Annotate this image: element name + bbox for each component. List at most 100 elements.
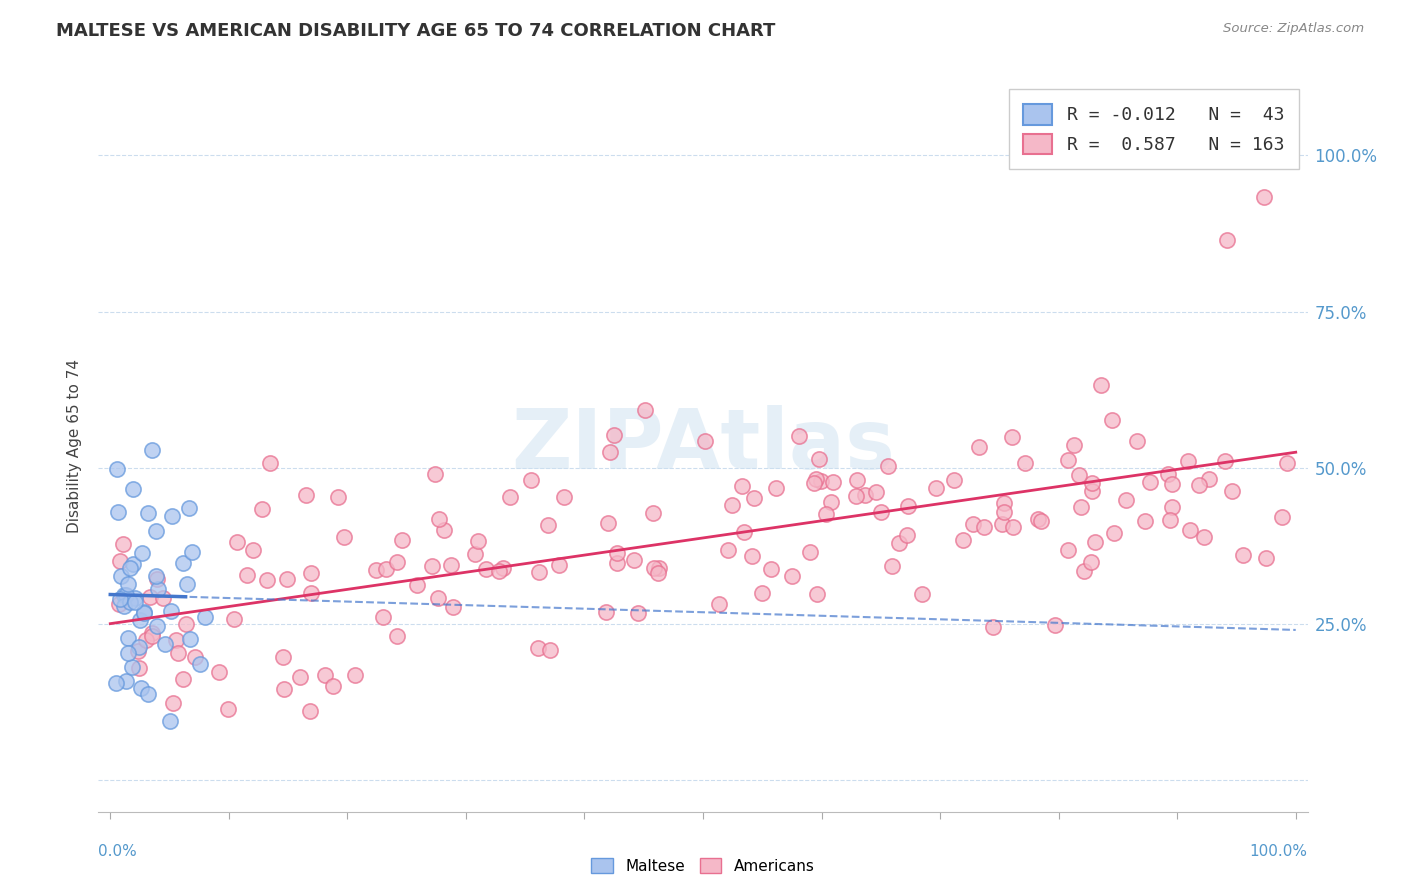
- Point: [1271, 509, 1294, 524]
- Point: [111, 537, 134, 551]
- Point: [1057, 452, 1080, 467]
- Point: [492, 561, 515, 575]
- Point: [1216, 233, 1239, 247]
- Point: [467, 534, 489, 549]
- Point: [1232, 548, 1254, 562]
- Point: [433, 524, 456, 538]
- Point: [1256, 551, 1278, 566]
- Point: [124, 591, 146, 606]
- Point: [298, 704, 321, 718]
- Point: [146, 582, 169, 596]
- Point: [1220, 483, 1243, 498]
- Point: [870, 505, 893, 519]
- Point: [124, 594, 146, 608]
- Point: [626, 607, 648, 621]
- Point: [606, 556, 628, 570]
- Point: [112, 588, 135, 602]
- Point: [1081, 475, 1104, 490]
- Point: [1063, 438, 1085, 452]
- Point: [993, 496, 1015, 510]
- Point: [136, 687, 159, 701]
- Point: [1253, 190, 1275, 204]
- Point: [1014, 456, 1036, 470]
- Point: [256, 574, 278, 588]
- Point: [343, 667, 366, 681]
- Point: [385, 629, 408, 643]
- Point: [527, 641, 550, 656]
- Point: [1001, 430, 1024, 444]
- Point: [623, 552, 645, 566]
- Point: [799, 545, 821, 559]
- Point: [877, 458, 900, 473]
- Point: [1115, 493, 1137, 508]
- Point: [179, 632, 201, 646]
- Point: [110, 592, 132, 607]
- Point: [322, 679, 344, 693]
- Point: [134, 606, 156, 620]
- Point: [160, 509, 183, 524]
- Point: [865, 484, 887, 499]
- Point: [814, 507, 837, 521]
- Legend: Maltese, Americans: Maltese, Americans: [585, 852, 821, 880]
- Point: [138, 507, 160, 521]
- Point: [853, 488, 876, 502]
- Point: [707, 597, 730, 611]
- Point: [139, 590, 162, 604]
- Point: [135, 633, 157, 648]
- Point: [141, 629, 163, 643]
- Point: [426, 591, 449, 605]
- Point: [1139, 475, 1161, 489]
- Point: [475, 562, 498, 576]
- Point: [759, 562, 782, 576]
- Point: [405, 578, 427, 592]
- Point: [276, 573, 298, 587]
- Point: [184, 649, 207, 664]
- Point: [1031, 514, 1053, 528]
- Point: [259, 456, 281, 470]
- Point: [717, 543, 740, 558]
- Point: [107, 598, 129, 612]
- Point: [1001, 520, 1024, 534]
- Point: [1126, 434, 1149, 448]
- Point: [128, 660, 150, 674]
- Point: [464, 547, 486, 561]
- Point: [880, 558, 903, 573]
- Point: [194, 610, 217, 624]
- Point: [299, 586, 322, 600]
- Point: [896, 499, 918, 513]
- Point: [120, 561, 142, 575]
- Point: [1157, 467, 1180, 482]
- Point: [314, 668, 336, 682]
- Point: [943, 473, 966, 487]
- Point: [641, 507, 664, 521]
- Point: [420, 558, 443, 573]
- Point: [742, 491, 765, 505]
- Point: [172, 673, 194, 687]
- Point: [299, 566, 322, 581]
- Point: [167, 646, 190, 660]
- Point: [780, 569, 803, 583]
- Point: [110, 569, 132, 583]
- Point: [290, 670, 312, 684]
- Point: [172, 556, 194, 570]
- Point: [1188, 477, 1211, 491]
- Point: [820, 494, 842, 508]
- Point: [141, 442, 163, 457]
- Point: [115, 588, 138, 602]
- Point: [808, 451, 831, 466]
- Point: [121, 482, 143, 496]
- Point: [440, 558, 463, 573]
- Point: [162, 696, 184, 710]
- Point: [146, 572, 169, 586]
- Point: [1178, 523, 1201, 537]
- Point: [112, 599, 135, 613]
- Point: [165, 633, 187, 648]
- Point: [108, 554, 131, 568]
- Point: [1267, 146, 1289, 161]
- Text: ZIPAtlas: ZIPAtlas: [510, 406, 896, 486]
- Point: [132, 605, 155, 619]
- Point: [1198, 473, 1220, 487]
- Point: [1090, 378, 1112, 392]
- Point: [391, 533, 413, 547]
- Point: [751, 586, 773, 600]
